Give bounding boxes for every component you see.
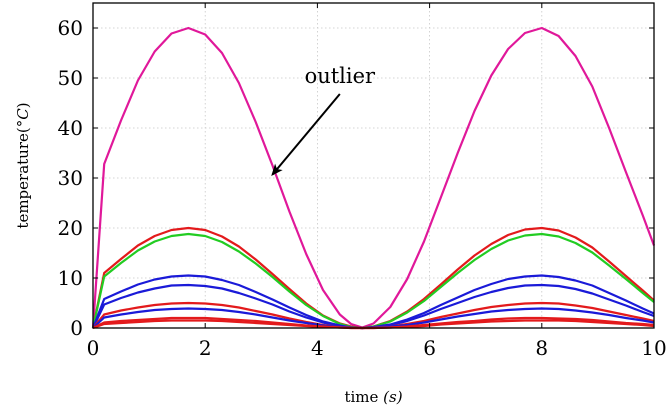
- ticks: 0 2 4 6 8 10 0 10 20 30 40 50 60: [58, 3, 667, 360]
- y-tick-label: 60: [58, 16, 83, 40]
- y-tick-label: 50: [58, 66, 83, 90]
- y-tick-label: 10: [58, 266, 83, 290]
- series-line-3: [91, 232, 655, 330]
- y-tick-label: 20: [58, 216, 83, 240]
- annotation-layer: outlier: [271, 64, 376, 177]
- annotation-text: outlier: [305, 64, 376, 88]
- annotation-arrow: [271, 93, 341, 177]
- x-tick-label: 0: [87, 336, 100, 360]
- x-tick-label: 2: [199, 336, 212, 360]
- y-axis-label: temperature(°C): [14, 102, 32, 228]
- x-tick-label: 4: [311, 336, 324, 360]
- y-tick-label: 30: [58, 166, 83, 190]
- x-tick-label: 6: [423, 336, 436, 360]
- y-tick-label: 0: [70, 316, 83, 340]
- x-tick-label: 10: [641, 336, 666, 360]
- plot-frame: [92, 2, 655, 329]
- x-tick-label: 8: [535, 336, 548, 360]
- series-line-1: [91, 26, 656, 329]
- y-tick-label: 40: [58, 116, 83, 140]
- x-axis-label: time (s): [344, 388, 402, 406]
